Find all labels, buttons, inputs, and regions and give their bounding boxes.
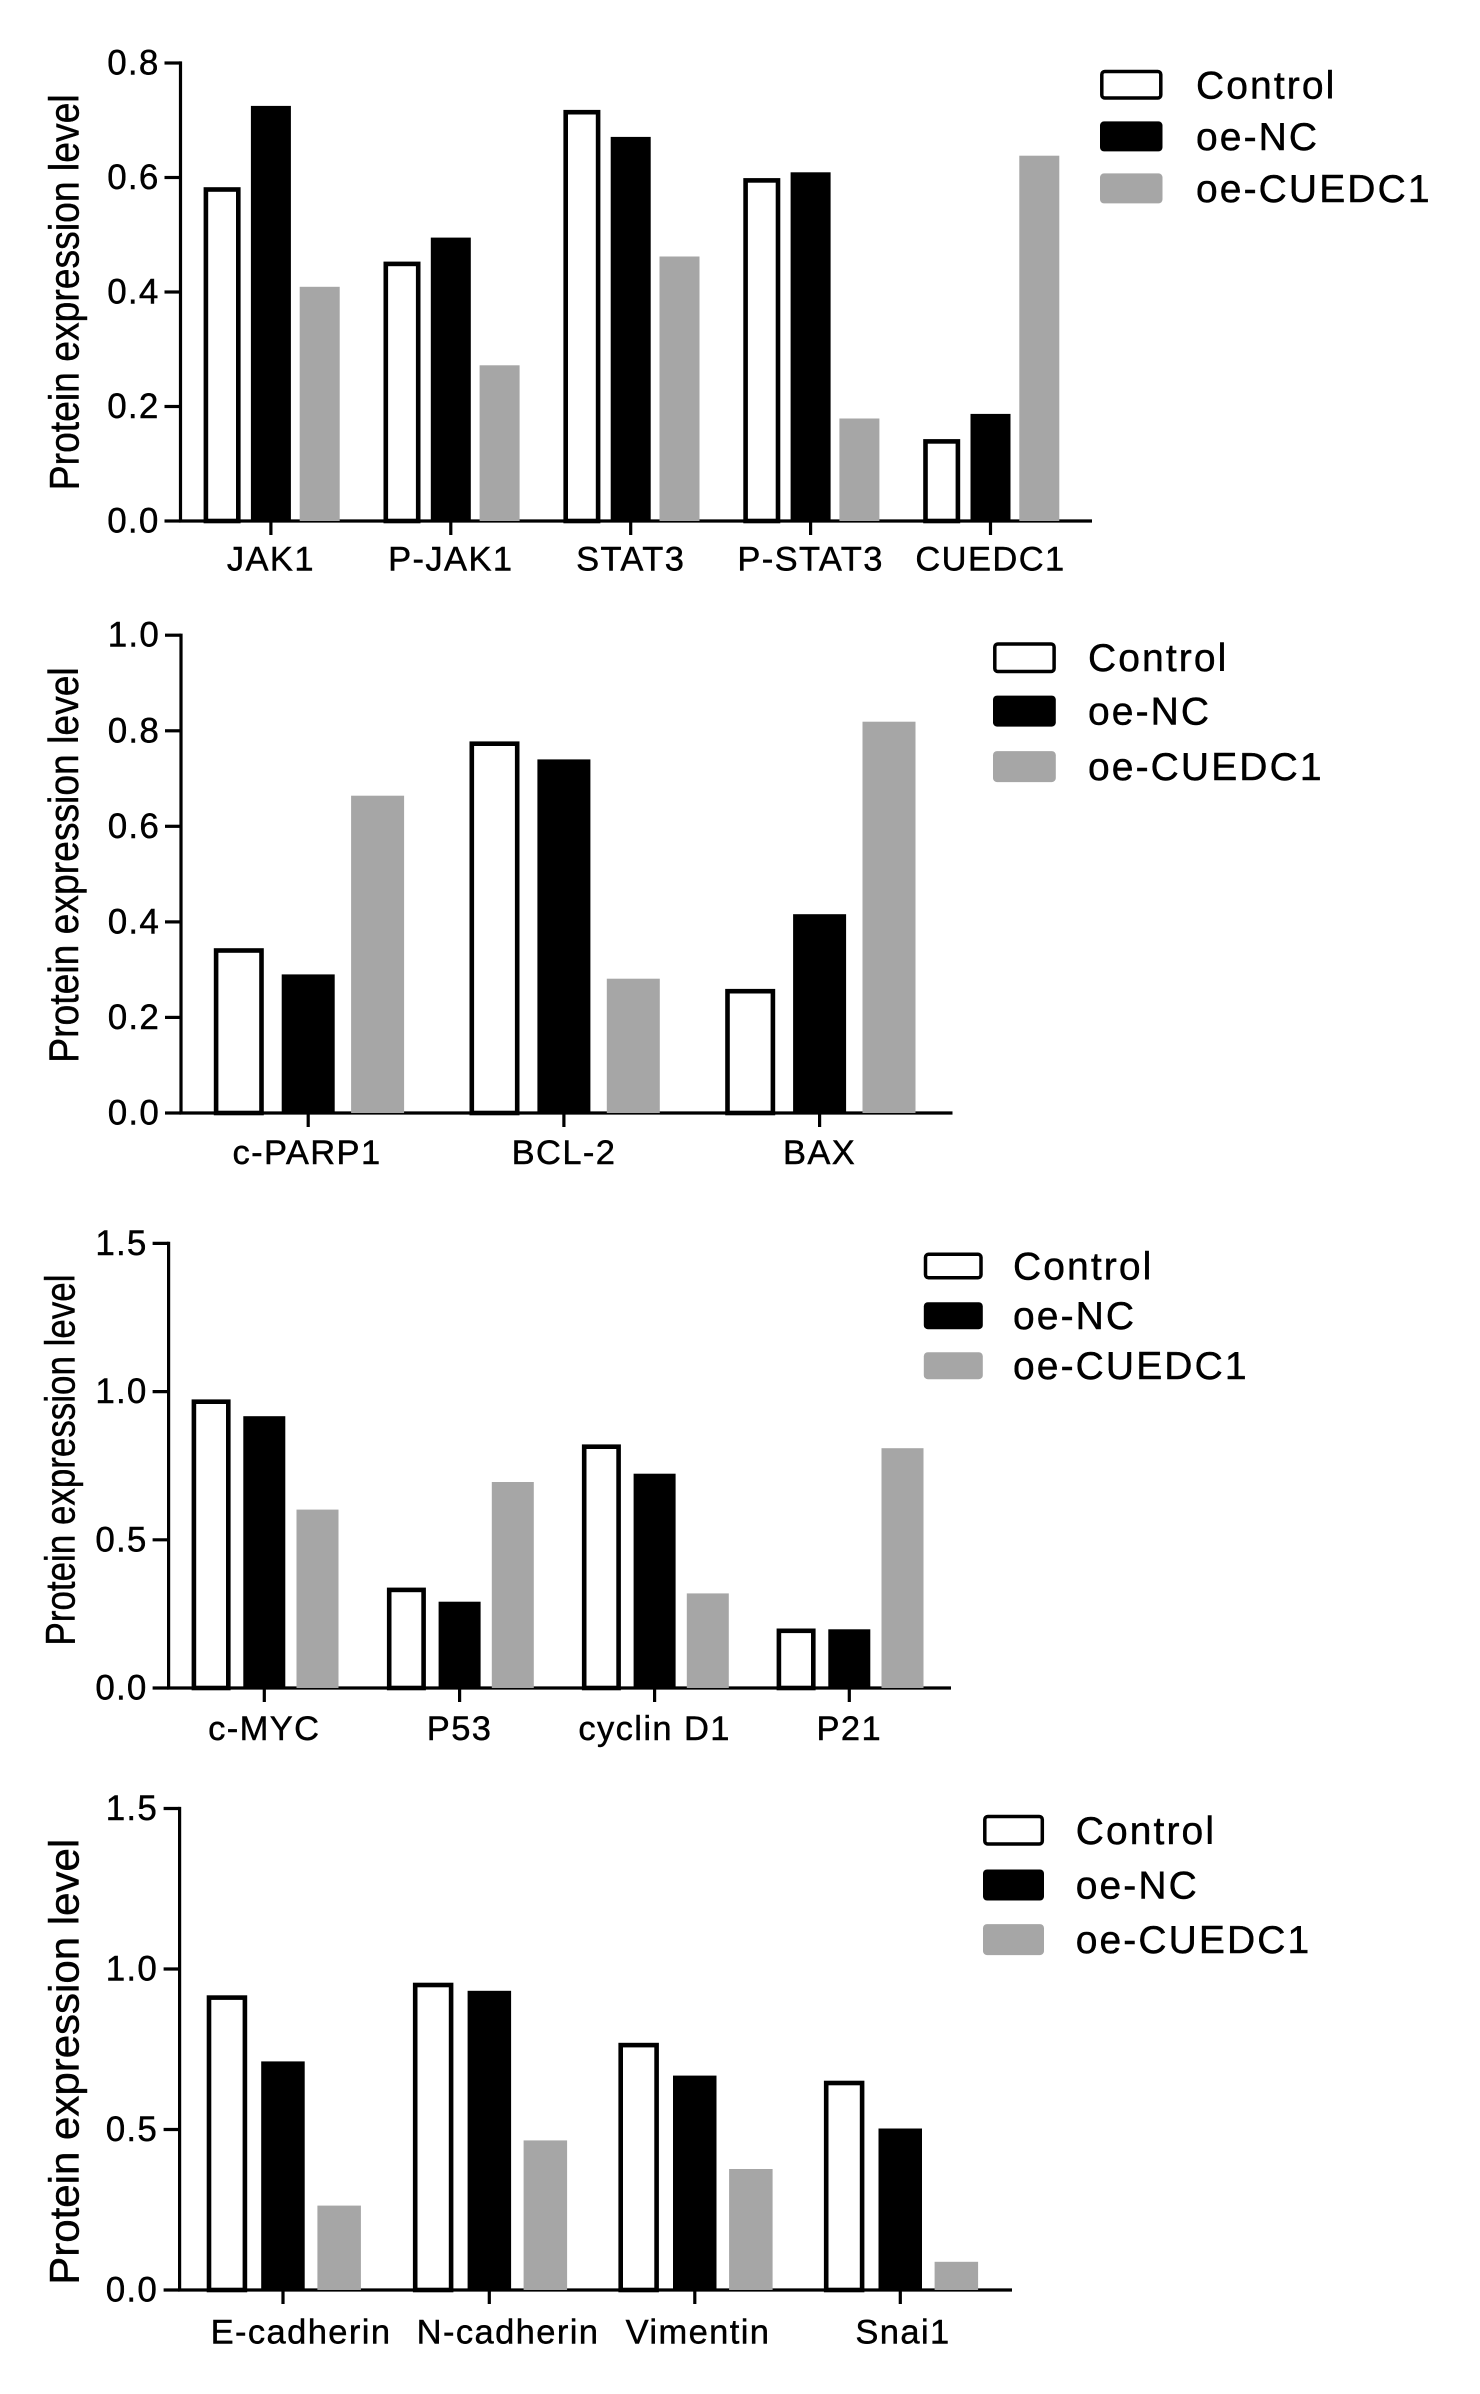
svg-text:oe-NC: oe-NC	[1013, 1295, 1136, 1338]
svg-text:0.2: 0.2	[107, 387, 159, 426]
svg-text:STAT3: STAT3	[576, 541, 685, 579]
svg-text:Protein expression level: Protein expression level	[41, 667, 88, 1062]
svg-text:Control: Control	[1196, 64, 1336, 107]
svg-text:Snai1: Snai1	[855, 2314, 950, 2352]
svg-text:JAK1: JAK1	[227, 541, 315, 579]
svg-text:oe-CUEDC1: oe-CUEDC1	[1088, 746, 1324, 789]
svg-text:CUEDC1: CUEDC1	[915, 541, 1065, 579]
svg-text:1.0: 1.0	[95, 1372, 147, 1411]
svg-text:P53: P53	[427, 1710, 493, 1748]
svg-text:0.8: 0.8	[108, 711, 160, 750]
svg-text:c-MYC: c-MYC	[208, 1710, 320, 1748]
svg-text:oe-CUEDC1: oe-CUEDC1	[1196, 168, 1432, 211]
svg-text:0.0: 0.0	[108, 1094, 160, 1133]
svg-text:oe-NC: oe-NC	[1196, 116, 1319, 159]
svg-text:Protein expression level: Protein expression level	[41, 94, 88, 490]
svg-text:BAX: BAX	[783, 1134, 856, 1172]
svg-text:0.4: 0.4	[107, 273, 159, 312]
svg-text:0.2: 0.2	[108, 998, 160, 1037]
svg-text:E-cadherin: E-cadherin	[211, 2314, 392, 2352]
svg-text:c-PARP1: c-PARP1	[232, 1134, 381, 1172]
svg-text:Control: Control	[1013, 1246, 1153, 1289]
svg-text:P-JAK1: P-JAK1	[388, 541, 513, 579]
svg-text:N-cadherin: N-cadherin	[417, 2314, 600, 2352]
svg-text:oe-CUEDC1: oe-CUEDC1	[1013, 1345, 1249, 1388]
svg-text:0.4: 0.4	[108, 902, 160, 941]
svg-text:0.5: 0.5	[95, 1520, 147, 1559]
svg-text:0.0: 0.0	[106, 2271, 158, 2310]
svg-text:P-STAT3: P-STAT3	[737, 541, 884, 579]
svg-text:oe-NC: oe-NC	[1088, 691, 1211, 734]
svg-text:oe-NC: oe-NC	[1076, 1865, 1199, 1908]
svg-text:BCL-2: BCL-2	[512, 1134, 617, 1172]
svg-text:Vimentin: Vimentin	[626, 2314, 771, 2352]
svg-text:Control: Control	[1076, 1810, 1216, 1853]
svg-text:P21: P21	[817, 1710, 883, 1748]
svg-text:Control: Control	[1088, 637, 1228, 680]
svg-text:oe-CUEDC1: oe-CUEDC1	[1076, 1919, 1312, 1962]
svg-text:1.0: 1.0	[108, 616, 160, 655]
svg-text:cyclin D1: cyclin D1	[578, 1710, 731, 1748]
svg-text:1.0: 1.0	[106, 1950, 158, 1989]
svg-text:1.5: 1.5	[106, 1789, 158, 1828]
svg-text:0.6: 0.6	[107, 158, 159, 197]
svg-text:0.8: 0.8	[107, 44, 159, 83]
svg-text:Protein expression level: Protein expression level	[41, 1839, 88, 2285]
svg-text:0.5: 0.5	[106, 2110, 158, 2149]
svg-text:0.6: 0.6	[108, 807, 160, 846]
svg-text:Protein expression level: Protein expression level	[38, 1275, 85, 1646]
svg-text:0.0: 0.0	[107, 502, 159, 541]
svg-text:1.5: 1.5	[95, 1224, 147, 1263]
svg-text:0.0: 0.0	[95, 1669, 147, 1708]
